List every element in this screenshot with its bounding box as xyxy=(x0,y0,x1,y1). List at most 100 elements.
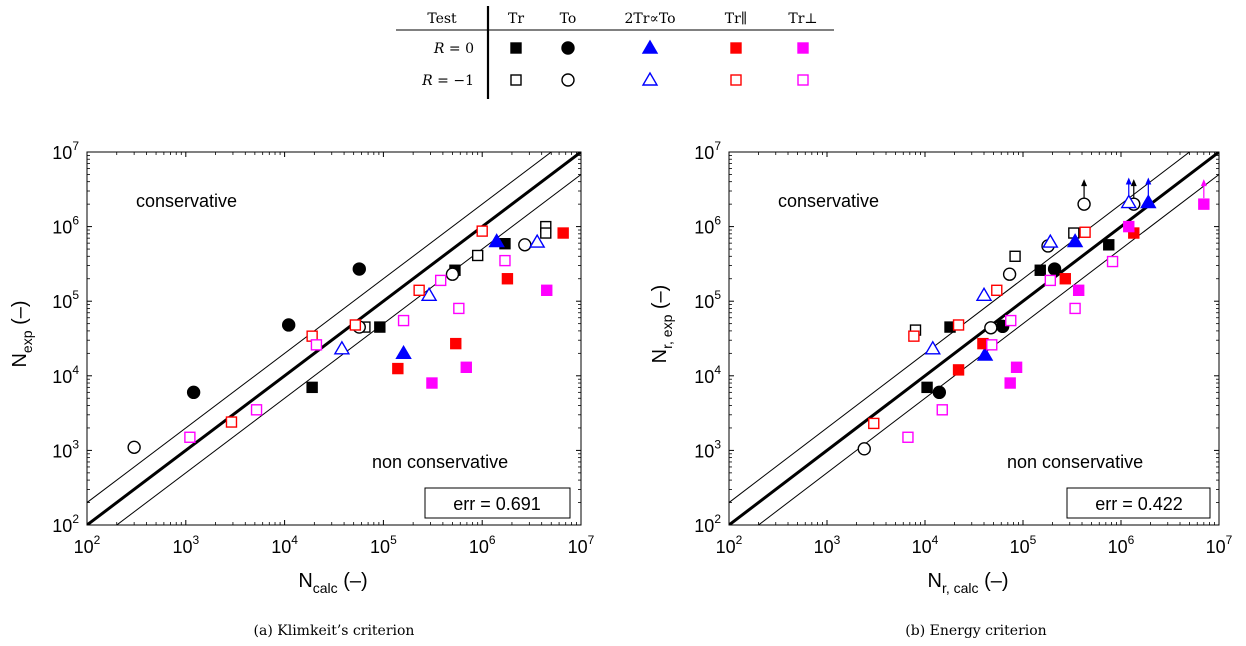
point-trpar-open xyxy=(991,284,1003,296)
point-2trto-filled xyxy=(976,346,994,361)
legend-marker-2trto-filled xyxy=(641,39,659,54)
runout-arrow-head xyxy=(1130,179,1137,187)
point-trperp-open xyxy=(1069,302,1081,315)
y-tick-label: 102 xyxy=(694,512,721,536)
x-tick-label: 104 xyxy=(912,533,939,557)
legend-marker-2trto-open xyxy=(641,71,659,86)
point-trperp-filled xyxy=(460,361,472,373)
runout-arrow-head xyxy=(1125,177,1132,185)
point-trpar-open xyxy=(952,319,965,331)
err-box xyxy=(424,487,571,519)
caption: (a) Klimkeit’s criterion xyxy=(254,623,415,639)
point-trperp-open xyxy=(499,254,511,267)
point-trperp-open xyxy=(1044,274,1057,287)
point-2trto-filled xyxy=(488,233,505,248)
point-trperp-open xyxy=(1005,314,1017,327)
point-to-open xyxy=(1002,267,1017,281)
axis-ticks: 102 103 104 105 106 107 102 103 104 105 106 107 xyxy=(52,139,594,557)
point-tr-filled xyxy=(306,381,318,394)
point-trpar-filled xyxy=(392,362,404,375)
annotation-non-conservative: non conservative xyxy=(1007,452,1143,472)
legend-row-label-r0: R = 0 xyxy=(433,41,474,57)
annotation-conservative: conservative xyxy=(778,191,879,211)
point-to-open xyxy=(518,238,532,252)
y-tick-label: 105 xyxy=(694,288,721,312)
point-trperp-open xyxy=(184,431,196,443)
legend-header-to: To xyxy=(560,11,577,27)
x-tick-label: 102 xyxy=(74,533,101,557)
x-axis-label: Ncalc (–) xyxy=(298,570,367,596)
x-tick-label: 106 xyxy=(469,533,496,557)
upper-band-line xyxy=(729,152,1191,503)
point-to-filled xyxy=(1047,262,1062,276)
point-to-filled xyxy=(352,262,366,276)
legend-row-label-r-1: R = −1 xyxy=(421,73,474,89)
point-2trto-filled xyxy=(1140,194,1157,209)
point-trperp-filled xyxy=(1004,377,1016,389)
y-tick-label: 105 xyxy=(52,288,79,312)
point-trpar-filled xyxy=(501,273,514,285)
legend-header-test: Test xyxy=(427,11,457,27)
point-trperp-open xyxy=(986,339,998,351)
legend-marker-tr-filled xyxy=(510,42,522,54)
point-2trto-open xyxy=(1042,233,1059,248)
legend-header-2tr-to: 2Tr∝To xyxy=(624,11,675,27)
reference-lines xyxy=(729,152,1219,525)
legend-table: Test Tr To 2Tr∝To Tr∥ Tr⊥ R = 0 R = −1 xyxy=(396,6,834,99)
point-trpar-filled xyxy=(952,364,965,376)
legend-header-tr-parallel: Tr∥ xyxy=(725,11,748,27)
point-tr-filled xyxy=(1103,239,1115,251)
diagonal-line xyxy=(729,152,1219,525)
point-trpar-open xyxy=(476,225,488,237)
x-tick-label: 103 xyxy=(814,533,841,557)
point-to-filled xyxy=(186,385,201,400)
point-to-filled xyxy=(281,318,296,332)
point-2trto-open xyxy=(975,286,993,301)
point-trpar-open xyxy=(413,284,425,296)
point-trperp-open xyxy=(453,302,465,315)
point-trperp-open xyxy=(250,404,263,416)
legend-markers xyxy=(510,39,809,87)
point-trpar-open xyxy=(225,416,238,428)
data-points xyxy=(127,220,569,455)
runout-arrow-head xyxy=(1081,179,1088,187)
plot-frame xyxy=(86,151,582,526)
point-2trto-open xyxy=(924,340,941,355)
point-tr-filled xyxy=(1034,264,1046,276)
point-trperp-filled xyxy=(426,377,438,389)
point-2trto-open xyxy=(528,233,546,248)
chart-energy-criterion: 102 103 104 105 106 107 102 103 104 105 106 107 con… xyxy=(649,139,1233,639)
point-trpar-filled xyxy=(557,227,569,239)
point-tr-open xyxy=(471,249,484,262)
point-trpar-open xyxy=(868,417,880,430)
point-tr-filled xyxy=(921,381,933,394)
point-trpar-open xyxy=(908,330,920,342)
point-trperp-open xyxy=(397,314,410,327)
point-trperp-filled xyxy=(1123,220,1135,233)
point-trperp-filled xyxy=(1072,284,1085,296)
legend-marker-tr-open xyxy=(510,74,522,86)
point-tr-open xyxy=(1009,250,1021,262)
y-tick-label: 102 xyxy=(52,512,79,536)
y-tick-label: 107 xyxy=(52,139,79,163)
runout-arrow-head xyxy=(1200,179,1207,187)
chart-klimkeit-criterion: 102 103 104 105 106 107 102 103 104 105 106 107 con… xyxy=(9,139,595,639)
x-tick-label: 102 xyxy=(716,533,743,557)
point-to-open xyxy=(445,267,460,281)
point-2trto-open xyxy=(1120,194,1137,209)
y-tick-label: 107 xyxy=(694,139,721,163)
point-to-open xyxy=(857,442,871,456)
point-trpar-filled xyxy=(1059,273,1071,285)
err-label: err = 0.691 xyxy=(453,494,541,514)
legend-marker-trperp-filled xyxy=(797,42,809,54)
err-box xyxy=(1066,487,1211,519)
err-label: err = 0.422 xyxy=(1095,494,1183,514)
lower-band-line xyxy=(757,173,1219,525)
runout-arrow-head xyxy=(1145,177,1152,185)
point-2trto-filled xyxy=(1066,233,1084,248)
point-tr-open xyxy=(540,227,552,239)
x-axis-label: Nr, calc (–) xyxy=(927,570,1008,596)
upper-band-line xyxy=(87,152,553,503)
y-tick-label: 103 xyxy=(694,437,721,461)
